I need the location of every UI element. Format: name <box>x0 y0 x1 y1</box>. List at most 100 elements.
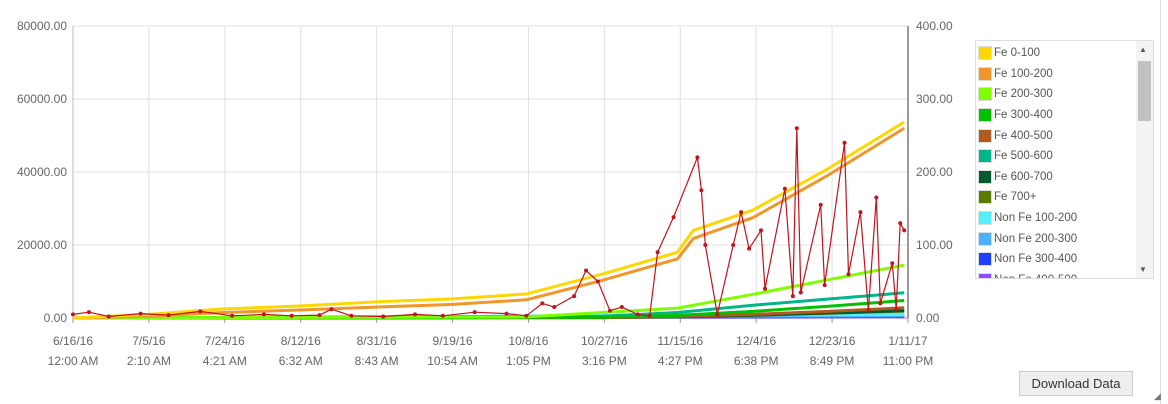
data-point <box>138 311 143 316</box>
legend-item[interactable]: Fe 100-200 <box>978 64 1128 85</box>
data-point <box>842 140 847 145</box>
data-point <box>858 210 863 215</box>
legend-swatch <box>978 211 992 226</box>
legend-swatch <box>978 46 992 61</box>
data-point <box>878 301 883 306</box>
data-point <box>166 313 171 318</box>
scrollbar-thumb[interactable] <box>1138 61 1151 121</box>
legend-scrollbar[interactable]: ▲ ▼ <box>1136 41 1153 278</box>
legend-item[interactable]: Non Fe 200-300 <box>978 228 1128 249</box>
data-point <box>289 313 294 318</box>
data-point <box>86 310 91 315</box>
legend-swatch <box>978 128 992 143</box>
data-point <box>317 313 322 318</box>
x-tick-label-date: 7/5/16 <box>132 334 166 348</box>
data-point <box>198 309 203 314</box>
data-point <box>230 313 235 318</box>
x-tick-label-time: 12:00 AM <box>48 354 99 368</box>
legend-item[interactable]: Fe 0-100 <box>978 43 1128 64</box>
legend-item[interactable]: Fe 500-600 <box>978 146 1128 167</box>
series-line-right-axis-series <box>72 127 905 318</box>
legend-item[interactable]: Non Fe 100-200 <box>978 208 1128 229</box>
x-tick-label-time: 11:00 PM <box>883 354 933 368</box>
scroll-up-icon[interactable]: ▲ <box>1139 45 1147 54</box>
x-tick-label-date: 10/27/16 <box>581 334 628 348</box>
x-tick-label-time: 10:54 AM <box>427 354 478 368</box>
scroll-down-icon[interactable]: ▼ <box>1139 265 1147 274</box>
x-tick-label-date: 11/15/16 <box>657 334 703 348</box>
y-left-tick-label: 80000.00 <box>17 19 67 33</box>
data-point <box>524 313 529 318</box>
data-point <box>762 286 767 291</box>
legend-item[interactable]: Non Fe 300-400 <box>978 249 1128 270</box>
y-right-tick-label: 0.00 <box>916 311 940 325</box>
legend-label: Fe 700+ <box>994 191 1037 204</box>
legend-item[interactable]: Fe 200-300 <box>978 84 1128 105</box>
x-tick-label-time: 1:05 PM <box>506 354 551 368</box>
x-tick-label-time: 3:16 PM <box>582 354 627 368</box>
legend-label: Non Fe 400-500 <box>994 274 1077 278</box>
y-left-tick-label: 20000.00 <box>17 238 67 252</box>
data-point <box>818 202 823 207</box>
data-point <box>794 126 799 131</box>
legend-swatch <box>978 66 992 81</box>
data-point <box>106 314 111 319</box>
data-point <box>731 243 736 247</box>
x-tick-label-time: 2:10 AM <box>127 354 171 368</box>
x-tick-label-date: 12/4/16 <box>736 334 776 348</box>
data-point <box>572 294 577 299</box>
x-tick-label-time: 8:49 PM <box>810 354 855 368</box>
legend-label: Non Fe 100-200 <box>994 212 1078 225</box>
legend-item[interactable]: Fe 700+ <box>978 187 1128 208</box>
legend-item[interactable]: Fe 400-500 <box>978 125 1128 146</box>
data-point <box>699 188 704 193</box>
legend-item[interactable]: Fe 300-400 <box>978 105 1128 126</box>
data-point <box>71 312 75 317</box>
legend-label: Fe 100-200 <box>994 67 1053 80</box>
legend-label: Fe 200-300 <box>994 88 1053 101</box>
download-data-button[interactable]: Download Data <box>1019 371 1133 396</box>
legend-swatch <box>978 272 992 278</box>
data-point <box>540 301 545 306</box>
data-point <box>739 210 744 215</box>
series-line-fe-100-200 <box>72 126 905 320</box>
y-left-tick-label: 60000.00 <box>17 92 67 106</box>
data-point <box>894 307 899 312</box>
legend-item[interactable]: Fe 600-700 <box>978 167 1128 188</box>
data-point <box>866 308 871 313</box>
data-point <box>747 246 752 251</box>
data-point <box>635 312 640 317</box>
data-point <box>822 283 827 288</box>
data-point <box>671 215 676 220</box>
resize-handle-icon[interactable]: ◢ <box>1154 391 1161 401</box>
legend-item[interactable]: Non Fe 400-500 <box>978 270 1128 278</box>
legend[interactable]: Fe 0-100 Fe 100-200 Fe 200-300 Fe 300-400 Fe… <box>975 40 1154 279</box>
legend-swatch <box>978 169 992 184</box>
legend-swatch <box>978 87 992 102</box>
data-point <box>715 312 720 317</box>
y-right-tick-label: 200.00 <box>916 165 953 179</box>
data-point <box>647 313 652 318</box>
data-point <box>607 308 612 313</box>
legend-label: Non Fe 200-300 <box>994 232 1078 245</box>
data-point <box>898 221 903 226</box>
legend-list: Fe 0-100 Fe 100-200 Fe 200-300 Fe 300-400 Fe… <box>978 43 1128 278</box>
x-tick-label-time: 4:21 AM <box>203 354 247 368</box>
x-tick-label-time: 8:43 AM <box>355 354 399 368</box>
data-point <box>261 312 266 317</box>
data-point <box>695 155 700 160</box>
legend-label: Fe 400-500 <box>994 129 1053 142</box>
panel-border <box>1160 0 1161 404</box>
data-point <box>595 279 600 284</box>
data-point <box>349 313 354 318</box>
x-tick-label-time: 6:38 PM <box>734 354 779 368</box>
y-left-tick-label: 40000.00 <box>17 165 67 179</box>
legend-swatch <box>978 231 992 246</box>
data-point <box>440 313 445 318</box>
y-right-tick-label: 300.00 <box>916 92 953 106</box>
data-point <box>874 195 879 200</box>
x-tick-label-time: 4:27 PM <box>658 354 703 368</box>
data-point <box>846 272 851 277</box>
data-point <box>890 261 895 266</box>
data-point <box>619 305 624 310</box>
